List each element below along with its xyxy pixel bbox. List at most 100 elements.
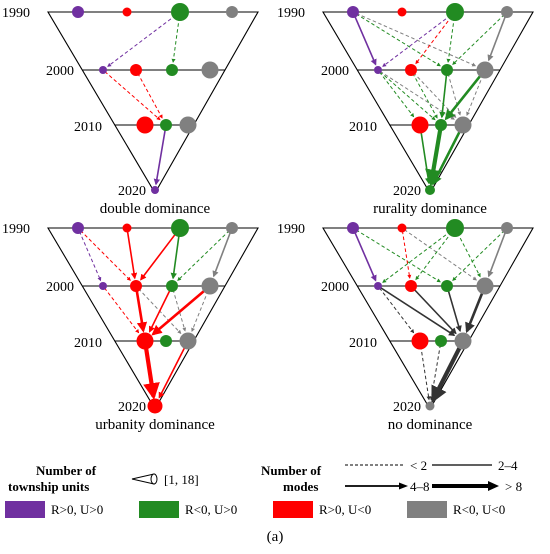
node-1990-2: [171, 219, 189, 237]
panels-group: 1990 2000 2010 2020 double dominance 1990 2000…: [2, 3, 534, 433]
type-label-red: R>0, U<0: [319, 502, 371, 517]
transition-link: [466, 74, 484, 116]
panel-no-dominance: 1990 2000 2010 2020 no dominance: [277, 219, 534, 433]
year-label-2020: 2020: [118, 400, 146, 415]
transition-link: [170, 233, 181, 280]
panel-double-dominance: 1990 2000 2010 2020 double dominance: [2, 3, 259, 217]
transition-link: [415, 231, 453, 281]
transition-link: [355, 13, 441, 67]
year-label-2000: 2000: [321, 280, 349, 295]
node-1990-0: [347, 222, 359, 234]
units-range-label: [1, 18]: [164, 472, 199, 487]
node-2000-1: [130, 280, 142, 292]
transition-link: [382, 14, 451, 67]
node-2010-0: [411, 332, 429, 350]
transition-link: [191, 290, 209, 332]
transition-link: [412, 288, 457, 335]
transition-link: [151, 288, 207, 336]
year-label-2000: 2000: [46, 64, 74, 79]
transition-link: [379, 286, 456, 336]
transition-link: [148, 288, 172, 333]
node-1990-1: [397, 223, 407, 233]
modes-4-8-label: 4–8: [410, 479, 430, 494]
transition-link: [140, 231, 178, 281]
transition-link: [419, 129, 432, 185]
node-2010-0: [411, 116, 429, 134]
node-2000-2: [441, 64, 453, 76]
node-2000-1: [130, 64, 142, 76]
node-1990-3: [501, 6, 513, 18]
node-1990-1: [122, 223, 132, 233]
figure-caption: (a): [267, 529, 284, 545]
transition-link: [135, 289, 148, 333]
year-label-2020: 2020: [393, 184, 421, 199]
year-label-2010: 2010: [349, 120, 377, 135]
transition-link: [415, 15, 453, 65]
node-2000-0: [99, 66, 107, 74]
triangle-frame: [47, 227, 259, 411]
node-2000-0: [99, 282, 107, 290]
year-label-2000: 2000: [321, 64, 349, 79]
transition-link: [353, 230, 377, 282]
node-1990-1: [397, 7, 407, 17]
transition-link: [379, 287, 415, 334]
node-2010-1: [435, 119, 447, 131]
node-2000-2: [166, 280, 178, 292]
node-2000-3: [201, 277, 219, 295]
node-2000-0: [374, 66, 382, 74]
node-2010-1: [160, 335, 172, 347]
transition-link: [379, 71, 415, 118]
triangle-frame: [47, 11, 259, 195]
transition-link: [153, 128, 167, 186]
year-label-1990: 1990: [2, 6, 30, 21]
node-2000-2: [441, 280, 453, 292]
transition-link: [353, 14, 377, 66]
legend: Number of township units [1, 18] Number …: [5, 458, 522, 518]
node-1990-3: [501, 222, 513, 234]
year-label-2020: 2020: [118, 184, 146, 199]
transition-link: [80, 230, 131, 281]
panel-title: urbanity dominance: [95, 417, 215, 433]
node-2010-1: [435, 335, 447, 347]
type-swatch-red: [273, 501, 313, 518]
node-2000-1: [405, 64, 417, 76]
transition-link: [171, 17, 180, 63]
node-1990-0: [72, 6, 84, 18]
node-1990-3: [226, 222, 238, 234]
transition-link: [447, 73, 462, 116]
triangle-frame: [322, 11, 534, 195]
transition-link: [401, 230, 412, 279]
transition-link: [444, 73, 483, 121]
node-2000-0: [374, 282, 382, 290]
year-label-1990: 1990: [2, 222, 30, 237]
node-2000-1: [405, 280, 417, 292]
node-1990-2: [446, 219, 464, 237]
units-legend-title-line1: Number of: [36, 463, 97, 478]
node-1990-0: [72, 222, 84, 234]
transition-link: [104, 287, 140, 334]
transition-link: [212, 231, 232, 278]
transition-link: [104, 71, 161, 121]
transition-link: [457, 232, 481, 278]
node-2010-2: [454, 332, 472, 350]
transition-link: [420, 345, 431, 401]
type-label-gray: R<0, U<0: [453, 502, 505, 517]
modes-gt8-arrow: [432, 481, 499, 491]
transition-link: [379, 71, 436, 121]
node-1990-0: [347, 6, 359, 18]
year-label-1990: 1990: [277, 6, 305, 21]
year-label-2000: 2000: [46, 280, 74, 295]
node-2020-end: [147, 398, 163, 414]
modes-lt2-label: < 2: [410, 458, 427, 473]
transition-link: [446, 17, 455, 63]
type-label-purple: R>0, U>0: [51, 502, 103, 517]
modes-4-8-arrow: [345, 482, 408, 490]
node-1990-3: [226, 6, 238, 18]
modes-legend-title-line2: modes: [283, 479, 318, 494]
transition-link: [487, 231, 507, 278]
transition-link: [403, 229, 478, 281]
transition-link: [78, 231, 102, 282]
transition-link: [137, 72, 163, 119]
transition-link: [412, 72, 438, 119]
